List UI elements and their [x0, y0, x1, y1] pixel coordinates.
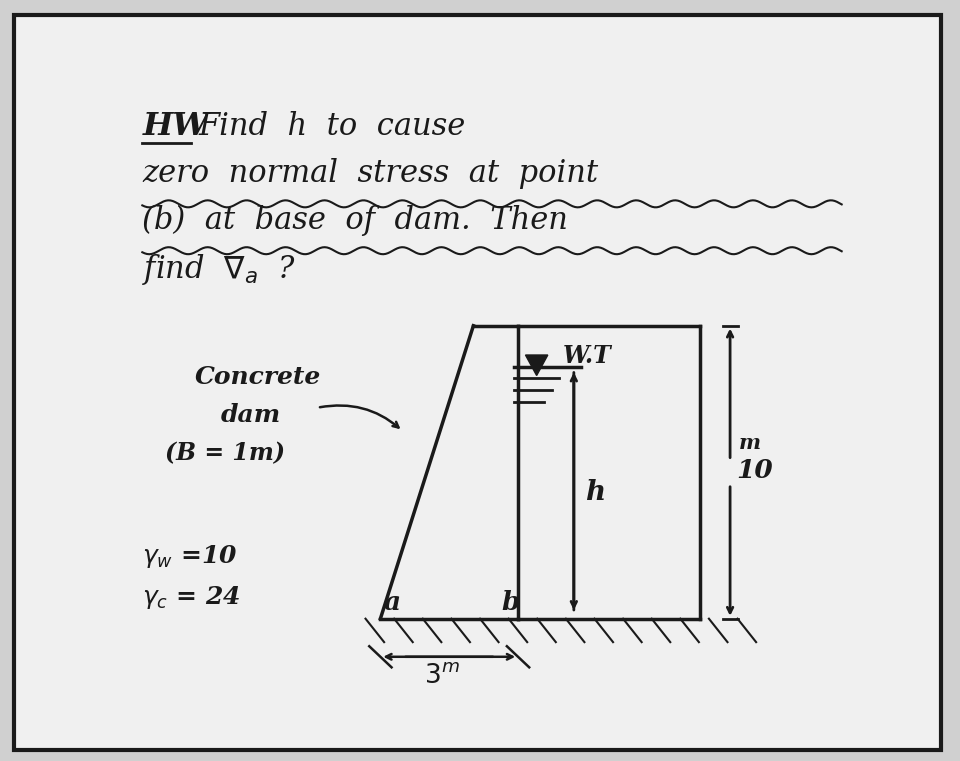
Text: m: m [739, 433, 761, 453]
Text: $3^m$: $3^m$ [424, 663, 460, 688]
Text: b: b [502, 590, 520, 615]
Text: a: a [384, 590, 401, 615]
Text: (b)  at  base  of  dam.  Then: (b) at base of dam. Then [142, 205, 568, 236]
Text: zero  normal  stress  at  point: zero normal stress at point [142, 158, 598, 189]
Polygon shape [525, 355, 548, 375]
Text: HW: HW [142, 111, 208, 142]
Text: Concrete: Concrete [194, 365, 321, 390]
Text: (B = 1m): (B = 1m) [165, 441, 284, 466]
Text: find  $\nabla_a$  ?: find $\nabla_a$ ? [142, 252, 297, 287]
Text: 10: 10 [736, 458, 773, 483]
Text: dam: dam [221, 403, 280, 428]
Text: W.T: W.T [563, 344, 612, 368]
Text: Find  h  to  cause: Find h to cause [198, 111, 466, 142]
Text: $\gamma_c$ = 24: $\gamma_c$ = 24 [142, 584, 241, 611]
Text: h: h [585, 479, 605, 506]
Text: $\gamma_w$ =10: $\gamma_w$ =10 [142, 543, 238, 570]
